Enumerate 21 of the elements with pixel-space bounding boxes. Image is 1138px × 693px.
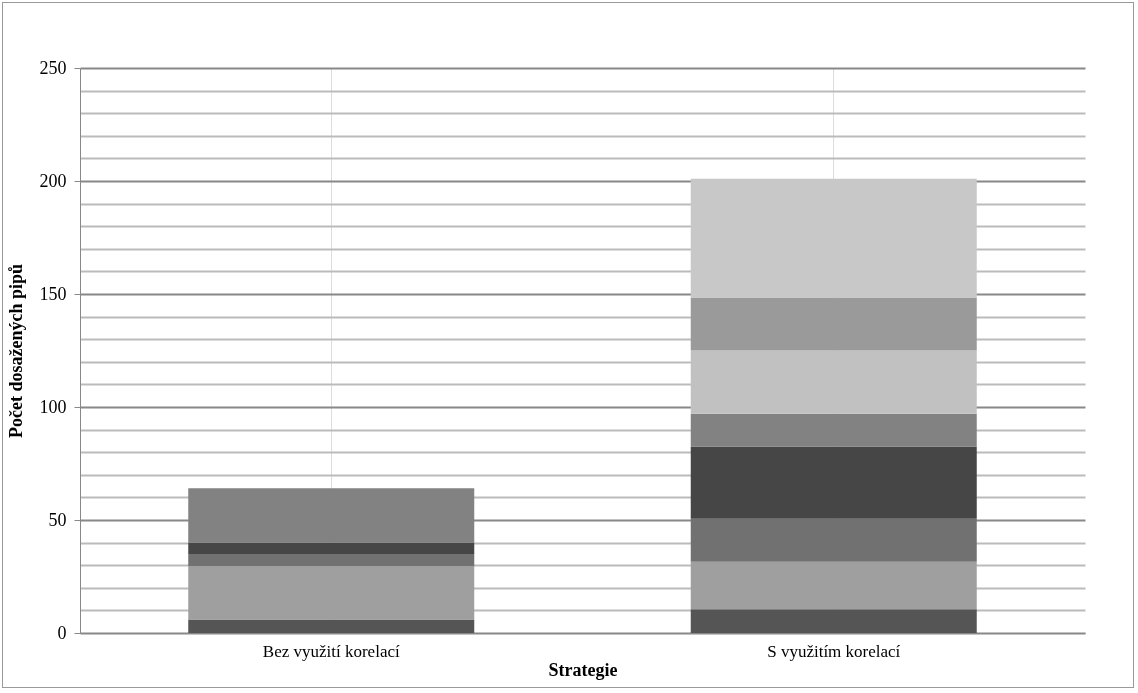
- bar: [188, 566, 475, 620]
- bar: [188, 542, 475, 554]
- y-tick-label: 100: [39, 396, 67, 417]
- x-tick-label: Bez využití korelací: [262, 641, 400, 661]
- bar: [188, 619, 475, 633]
- y-tick-label: 50: [48, 509, 67, 530]
- y-tick-label: 0: [57, 622, 67, 643]
- bar: [690, 297, 977, 351]
- bar: [690, 609, 977, 633]
- bar: [690, 518, 977, 562]
- y-tick-label: 150: [39, 283, 67, 304]
- bar: [188, 553, 475, 567]
- x-tick-label: S využitím korelací: [767, 641, 901, 661]
- bar: [690, 561, 977, 610]
- bar: [690, 413, 977, 447]
- bar: [690, 446, 977, 519]
- x-axis-title: Strategie: [548, 659, 618, 680]
- y-tick-label: 200: [39, 170, 67, 191]
- y-axis-title: Počet dosažených pipů: [5, 263, 26, 439]
- bar: [690, 178, 977, 298]
- y-tick-label: 250: [39, 57, 67, 78]
